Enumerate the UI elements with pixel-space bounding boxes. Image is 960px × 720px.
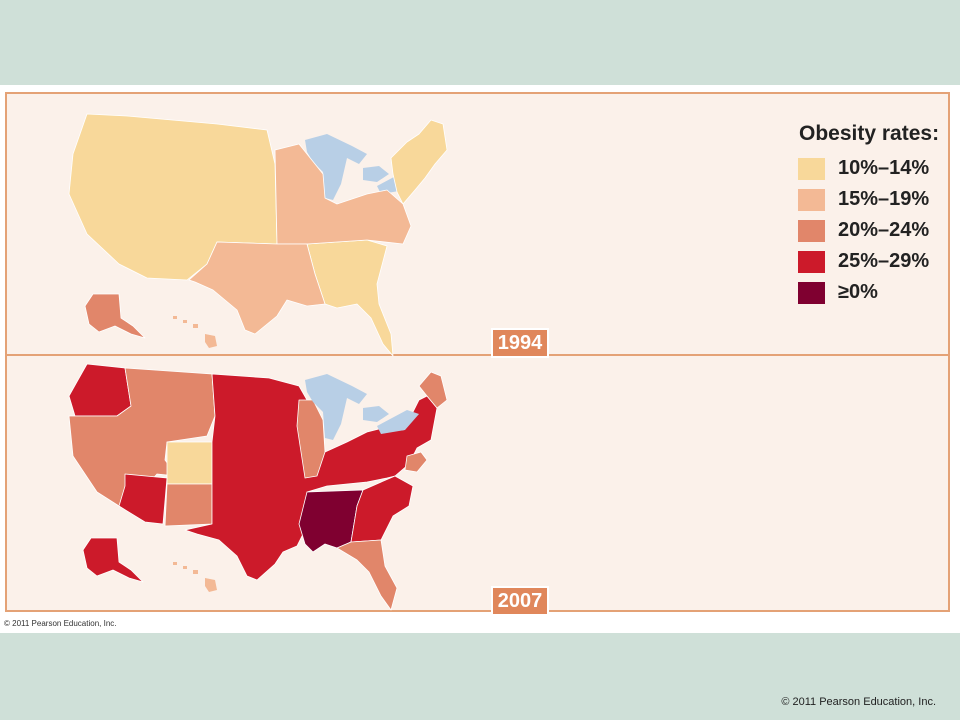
figure-copyright: © 2011 Pearson Education, Inc. [4,619,117,628]
legend-label: 25%–29% [838,250,930,272]
arizona-2007 [118,473,168,525]
region-south-1994 [188,241,326,335]
legend-swatch [798,219,825,242]
region-southeast-2007 [350,475,414,543]
slide-copyright: © 2011 Pearson Education, Inc. [781,696,936,708]
region-northeast-2007 [418,371,448,409]
map-2007 [68,363,448,611]
great-lakes-2007 [305,374,419,440]
alaska-2007 [82,537,144,583]
legend-swatch [798,281,825,304]
year-label-2007: 2007 [491,586,549,616]
region-northwest-2007 [68,363,132,417]
new-mexico-2007 [164,483,213,527]
legend-item: 20%–24% [795,215,939,246]
region-southeast-1994 [306,239,394,357]
map-1994 [68,113,448,357]
hawaii-1994 [173,316,217,348]
alaska-1994 [84,293,146,339]
legend-label: 15%–19% [838,188,930,210]
legend-swatch [798,188,825,211]
florida-2007 [336,539,398,611]
legend-swatch [798,157,825,180]
slide-panel: 1994 2007 Obesity rates: 10%–14% 15%–19%… [0,85,960,633]
colorado-2007 [166,441,213,485]
map-divider [7,354,948,356]
legend-label: 20%–24% [838,219,930,241]
region-illinois-2007 [296,399,326,479]
region-midatlantic-2007 [404,451,428,473]
figure-frame: 1994 2007 Obesity rates: 10%–14% 15%–19%… [5,92,950,616]
legend: Obesity rates: 10%–14% 15%–19% 20%–24% 2… [795,122,939,308]
legend-item: ≥0% [795,277,939,308]
legend-title: Obesity rates: [799,122,940,145]
region-central-1994 [274,143,412,245]
legend-label: 10%–14% [838,157,930,179]
hawaii-2007 [173,562,217,592]
legend-item: 15%–19% [795,184,939,215]
legend-label: ≥0% [838,281,878,303]
legend-swatch [798,250,825,273]
year-label-1994: 1994 [491,328,549,358]
legend-item: 10%–14% [795,153,939,184]
great-lakes-1994 [305,134,419,200]
region-northeast-1994 [390,119,448,205]
legend-item: 25%–29% [795,246,939,277]
